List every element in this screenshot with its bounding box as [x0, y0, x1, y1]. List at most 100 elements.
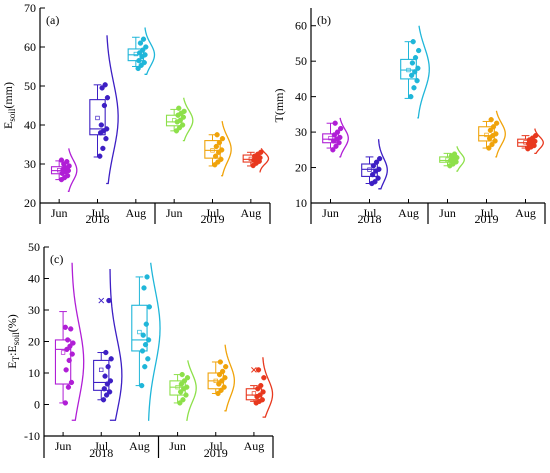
box-mean: [406, 67, 411, 73]
data-point: [178, 381, 185, 387]
data-point: [259, 397, 265, 403]
box-group: [517, 128, 544, 155]
data-point: [376, 156, 383, 162]
x-tick-label: Jun: [166, 206, 183, 220]
data-point: [102, 373, 108, 379]
data-point: [218, 156, 224, 162]
data-point: [219, 368, 226, 375]
data-point: [105, 364, 111, 370]
data-point: [222, 375, 228, 381]
x-tick-label: Jul: [479, 206, 494, 220]
year-label: 2019: [475, 212, 499, 226]
data-point: [257, 392, 263, 398]
density-curve: [182, 97, 194, 142]
box-iqr: [89, 99, 106, 136]
box-mean: [367, 167, 372, 172]
data-point: [260, 389, 266, 395]
y-tick-label: 70: [24, 1, 36, 15]
y-tick-label: 40: [28, 272, 40, 286]
data-point: [219, 378, 225, 384]
box-group: [169, 360, 197, 421]
y-tick-label: 30: [24, 157, 36, 171]
data-point: [100, 397, 107, 403]
y-axis-label-text: :E: [5, 345, 19, 356]
box-group: [93, 269, 123, 421]
data-point: [223, 364, 229, 370]
data-point: [144, 274, 150, 280]
panel-tag: (a): [46, 13, 59, 27]
x-tick-label: Jun: [322, 206, 339, 220]
data-point: [255, 367, 262, 373]
density-curve: [259, 148, 270, 173]
year-label: 2018: [86, 212, 110, 226]
y-tick-label: 30: [28, 303, 40, 317]
box-group: [131, 262, 161, 421]
data-point: [214, 132, 220, 138]
data-point: [333, 143, 339, 149]
outlier-marker: [251, 366, 257, 373]
density-curve: [377, 139, 388, 190]
data-point: [217, 359, 223, 365]
data-point: [180, 397, 186, 403]
data-point: [145, 356, 151, 362]
data-point: [411, 85, 417, 91]
data-point: [212, 153, 219, 159]
y-tick-label: 50: [295, 54, 307, 68]
x-tick-label: Jul: [94, 439, 109, 453]
data-point: [369, 171, 376, 178]
box-mean: [137, 329, 142, 335]
data-point: [412, 54, 419, 61]
data-point: [146, 304, 152, 310]
data-point: [67, 343, 73, 349]
density-curve: [71, 262, 85, 421]
data-point: [414, 78, 420, 84]
data-point: [65, 337, 71, 343]
data-point: [66, 357, 72, 364]
data-point: [215, 390, 221, 397]
data-point: [490, 124, 497, 130]
data-point: [372, 179, 378, 185]
data-point: [337, 125, 344, 132]
box-group: [207, 344, 236, 412]
year-label: 2019: [204, 446, 228, 460]
data-point: [140, 47, 146, 53]
data-point: [415, 47, 422, 54]
data-point: [258, 382, 264, 389]
data-point: [180, 114, 187, 120]
y-axis-label-text: (mm): [1, 82, 15, 109]
density-curve: [534, 128, 544, 155]
box-iqr: [131, 304, 148, 352]
box-group: [50, 148, 78, 192]
panel-a: 20 30 40 50 60 70 Jun Jul Aug Jun Jul Aug 2018 2019 (a…: [1, 1, 271, 226]
density-curve: [417, 25, 430, 119]
box-mean: [95, 115, 100, 121]
data-point: [373, 159, 380, 165]
data-point: [181, 378, 188, 384]
year-label: 2018: [89, 446, 113, 460]
y-axis-label: T(mm): [272, 89, 286, 123]
density-curve: [144, 27, 156, 75]
data-point: [330, 147, 336, 153]
x-tick-label: Jul: [362, 206, 377, 220]
data-point: [183, 392, 189, 398]
density-curve: [109, 269, 123, 421]
data-point: [216, 371, 223, 378]
data-point: [410, 39, 416, 45]
data-point: [103, 136, 109, 142]
data-point: [141, 285, 147, 291]
data-point: [370, 163, 377, 169]
data-point: [412, 69, 418, 75]
data-point: [68, 326, 74, 332]
box-mean: [251, 391, 257, 396]
data-point: [219, 136, 226, 142]
data-point: [103, 392, 110, 398]
data-point: [177, 389, 184, 395]
y-axis-label-text: E: [1, 122, 15, 129]
panel-tag: (c): [50, 252, 63, 266]
y-tick-label: 60: [24, 40, 36, 54]
x-tick-label: Aug: [125, 206, 146, 220]
outlier-marker: [98, 297, 105, 304]
data-point: [337, 134, 343, 141]
data-point: [216, 381, 222, 387]
data-point: [408, 72, 415, 79]
